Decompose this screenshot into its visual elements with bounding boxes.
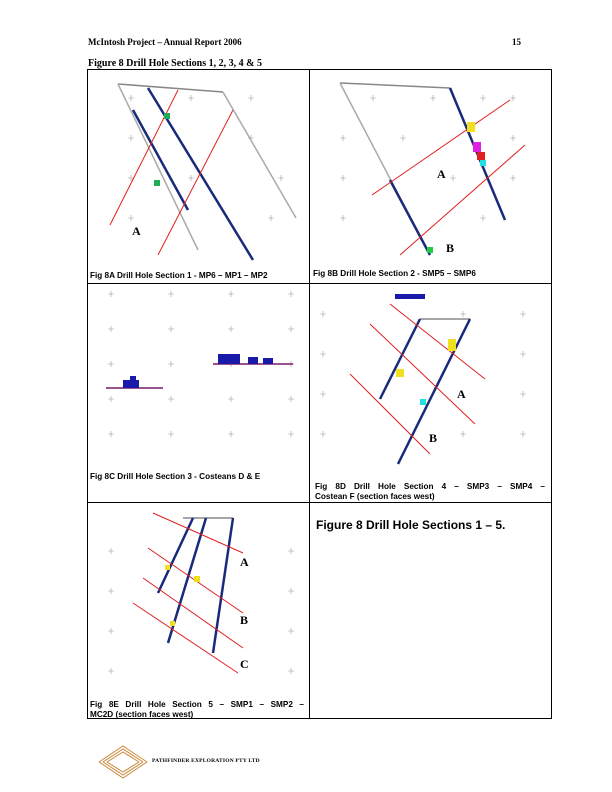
grid-crosses [108,548,294,674]
grid-crosses [340,95,516,221]
caption-8c: Fig 8C Drill Hole Section 3 - Costeans D… [90,472,261,481]
section-label-b: B [429,431,437,445]
page-number: 15 [512,37,521,47]
caption-8d-line2: Costean F (section faces west) [315,492,435,501]
caption-8d-line1: Fig 8D Drill Hole Section 4 – SMP3 – SMP… [315,482,545,491]
section-4-plot: A B [320,294,526,465]
caption-8b: Fig 8B Drill Hole Section 2 - SMP5 – SMP… [313,269,476,278]
side-figure-title: Figure 8 Drill Hole Sections 1 – 5. [316,518,506,532]
caption-8e-line2: MC2D (section faces west) [90,710,194,719]
grid-divider-row2 [87,502,552,503]
panel-8e-section-image: A B C [88,503,309,699]
section-label-b: B [446,241,454,255]
panel-8b-section-image: A B [310,70,551,270]
section-label-b: B [240,613,248,627]
caption-8e-line1: Fig 8E Drill Hole Section 5 – SMP1 – SMP… [90,700,304,709]
grid-divider-vertical [309,69,310,719]
figure-grid [87,69,552,719]
section-label-a: A [437,167,446,181]
section-label-a: A [132,224,141,238]
section-1-plot: A [109,83,297,261]
grid-crosses [128,95,284,221]
caption-8a: Fig 8A Drill Hole Section 1 - MP6 – MP1 … [90,271,268,280]
panel-8d-section-image: A B [310,284,551,470]
panel-8a-section-image: A [88,70,309,270]
section-label-a: A [240,555,249,569]
pathfinder-logo [98,745,148,779]
grid-crosses [320,311,526,437]
section-label-a: A [457,387,466,401]
report-header-title: McIntosh Project – Annual Report 2006 [88,37,242,47]
section-3-plot [106,291,294,437]
grid-divider-row1 [87,283,552,284]
section-label-c: C [240,657,249,671]
footer-company-name: PATHFINDER EXPLORATION PTY LTD [152,758,260,764]
figure-title: Figure 8 Drill Hole Sections 1, 2, 3, 4 … [88,58,262,69]
panel-8c-section-image [88,284,309,470]
section-5-plot: A B C [108,512,294,674]
section-2-plot: A B [339,82,526,256]
